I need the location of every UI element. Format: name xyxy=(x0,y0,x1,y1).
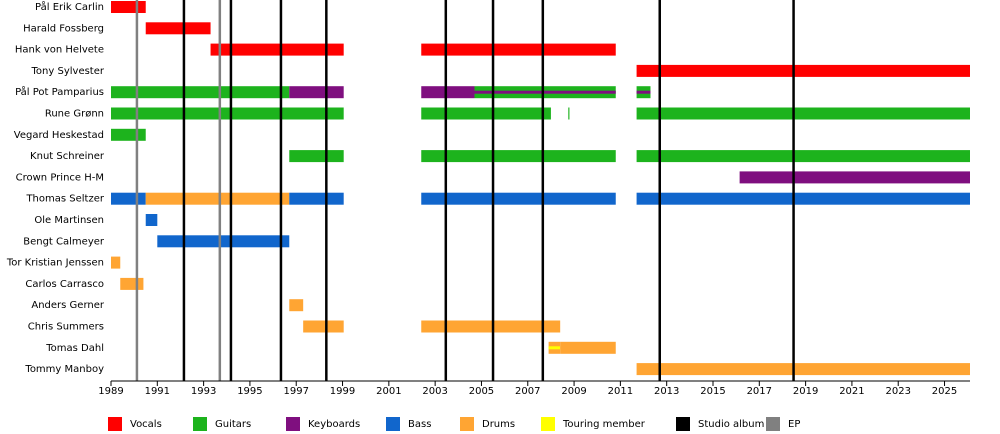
member-label: Knut Schreiner xyxy=(30,151,105,162)
member-bar xyxy=(111,256,121,269)
member-bar xyxy=(157,235,290,248)
member-label: Tor Kristian Jenssen xyxy=(6,258,104,269)
legend-label: Studio album xyxy=(698,419,764,430)
member-bar xyxy=(421,320,561,333)
member-bar xyxy=(289,150,344,163)
legend-swatch xyxy=(193,417,207,431)
member-label: Tony Sylvester xyxy=(31,66,105,77)
member-label: Chris Summers xyxy=(28,322,104,333)
x-tick-label: 2021 xyxy=(839,386,864,397)
member-bar xyxy=(289,86,344,99)
x-tick-label: 2017 xyxy=(747,386,772,397)
x-tick-label: 2005 xyxy=(469,386,494,397)
legend-swatch xyxy=(460,417,474,431)
member-bar xyxy=(111,86,290,99)
legend-label: Drums xyxy=(482,419,515,430)
member-label: Carlos Carrasco xyxy=(25,279,104,290)
member-bar xyxy=(145,192,290,205)
legend-label: Touring member xyxy=(562,419,646,430)
member-label: Vegard Heskestad xyxy=(14,130,104,141)
x-tick-label: 2001 xyxy=(376,386,401,397)
legend-label: Guitars xyxy=(215,419,251,430)
member-bar xyxy=(739,171,970,184)
x-tick-label: 2015 xyxy=(700,386,725,397)
member-label: Ole Martinsen xyxy=(34,215,104,226)
member-bar xyxy=(210,43,344,56)
member-bar xyxy=(303,320,344,333)
member-bar xyxy=(111,128,146,141)
member-bar xyxy=(568,107,570,120)
x-tick-label: 2011 xyxy=(608,386,633,397)
x-tick-label: 2019 xyxy=(793,386,818,397)
member-label: Tommy Manboy xyxy=(24,364,104,375)
member-bar xyxy=(560,341,616,354)
x-tick-label: 2009 xyxy=(561,386,586,397)
member-bar xyxy=(111,107,344,120)
member-label: Thomas Seltzer xyxy=(25,194,104,205)
member-label: Rune Grønn xyxy=(45,109,104,120)
x-tick-label: 2013 xyxy=(654,386,679,397)
member-bar xyxy=(421,86,475,99)
member-bar xyxy=(289,299,304,312)
legend-swatch xyxy=(386,417,400,431)
member-label: Crown Prince H-M xyxy=(16,172,104,183)
member-bar xyxy=(636,363,970,376)
member-stripe xyxy=(474,90,616,94)
legend-swatch xyxy=(676,417,690,431)
member-bar xyxy=(421,150,616,163)
x-tick-label: 1997 xyxy=(284,386,309,397)
member-bar xyxy=(636,107,970,120)
member-bar xyxy=(120,277,144,290)
x-tick-label: 1993 xyxy=(191,386,216,397)
legend-swatch xyxy=(286,417,300,431)
member-bar xyxy=(421,107,551,120)
member-bar xyxy=(636,64,970,77)
legend-label: Keyboards xyxy=(308,419,360,430)
member-bar xyxy=(111,192,146,205)
legend-label: Vocals xyxy=(130,419,162,430)
member-label: Hank von Helvete xyxy=(15,45,104,56)
member-stripe xyxy=(548,346,561,350)
member-label: Anders Gerner xyxy=(31,300,105,311)
member-label: Pål Pot Pamparius xyxy=(15,85,104,98)
member-label: Bengt Calmeyer xyxy=(23,236,105,247)
x-tick-label: 1999 xyxy=(330,386,355,397)
member-bar xyxy=(111,1,146,13)
legend-label: Bass xyxy=(408,419,431,430)
legend-swatch xyxy=(766,417,780,431)
x-tick-label: 2023 xyxy=(885,386,910,397)
x-tick-label: 2007 xyxy=(515,386,540,397)
member-label: Pål Erik Carlin xyxy=(35,0,104,13)
member-label: Harald Fossberg xyxy=(23,23,104,34)
x-tick-label: 1995 xyxy=(237,386,262,397)
x-tick-label: 2003 xyxy=(422,386,447,397)
member-bar xyxy=(145,22,211,35)
member-bar xyxy=(145,214,158,226)
member-stripe xyxy=(636,90,651,94)
member-bar xyxy=(636,192,970,205)
member-bar xyxy=(289,192,344,205)
x-tick-label: 1989 xyxy=(98,386,123,397)
legend-swatch xyxy=(541,417,555,431)
member-bar xyxy=(636,150,970,163)
member-label: Tomas Dahl xyxy=(45,343,104,354)
member-bar xyxy=(421,43,616,56)
x-tick-label: 2025 xyxy=(932,386,957,397)
x-tick-label: 1991 xyxy=(145,386,170,397)
legend-label: EP xyxy=(788,419,800,430)
member-bar xyxy=(421,192,616,205)
legend-swatch xyxy=(108,417,122,431)
